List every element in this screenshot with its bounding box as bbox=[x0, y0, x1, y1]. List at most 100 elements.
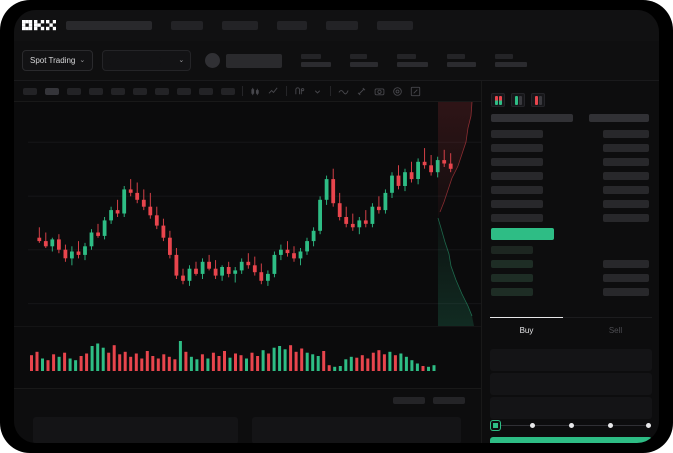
orderbook-header-price bbox=[491, 114, 573, 122]
nav-item-3[interactable] bbox=[277, 21, 307, 30]
orderbook-ask-row[interactable] bbox=[491, 172, 543, 180]
nav-item-1[interactable] bbox=[171, 21, 203, 30]
orderbook-ask-amount bbox=[603, 158, 649, 166]
orderbook-divider bbox=[490, 317, 652, 318]
tab-buy[interactable]: Buy bbox=[482, 317, 571, 342]
timeframe-button-10[interactable] bbox=[221, 87, 235, 95]
orderbook-and-order-form: Buy Sell bbox=[481, 81, 659, 443]
timeframe-button-1[interactable] bbox=[23, 87, 37, 95]
orderbook-mode-both[interactable] bbox=[491, 93, 505, 107]
timeframe-button-6[interactable] bbox=[133, 87, 147, 95]
market-stat-1-value bbox=[301, 62, 332, 67]
market-stat-3-label bbox=[397, 54, 417, 59]
total-field[interactable] bbox=[490, 397, 652, 419]
market-stat-2-label bbox=[350, 54, 368, 59]
bottom-panel-actions bbox=[393, 397, 465, 404]
market-stat-5-value bbox=[495, 62, 528, 67]
amount-field[interactable] bbox=[490, 373, 652, 395]
orderbook-ask-row[interactable] bbox=[491, 130, 543, 138]
volume-series bbox=[30, 341, 436, 371]
settings-gear-icon[interactable] bbox=[392, 86, 403, 97]
bottom-card-right[interactable] bbox=[252, 417, 461, 443]
coin-avatar bbox=[205, 53, 221, 68]
chevron-down-icon[interactable] bbox=[312, 86, 323, 97]
orderbook-ask-amount bbox=[603, 214, 649, 222]
orderbook-bid-row[interactable] bbox=[491, 260, 533, 268]
orderbook-ask-amount bbox=[603, 144, 649, 152]
slider-stop-50[interactable] bbox=[569, 423, 574, 428]
last-price-display bbox=[226, 53, 283, 68]
orderbook-ask-row[interactable] bbox=[491, 186, 543, 194]
amount-percent-slider[interactable] bbox=[491, 421, 651, 431]
orderbook-ask-row[interactable] bbox=[491, 144, 543, 152]
market-stat-1-label bbox=[301, 54, 322, 59]
market-stat-3-value bbox=[397, 62, 429, 67]
orderbook-header-amount bbox=[589, 114, 649, 122]
trading-pair-select[interactable]: ⌄ bbox=[102, 50, 192, 71]
orderbook-mode-bids[interactable] bbox=[511, 93, 525, 107]
orderbook-ask-amount bbox=[603, 200, 649, 208]
tab-sell[interactable]: Sell bbox=[608, 325, 623, 335]
nav-item-2[interactable] bbox=[222, 21, 258, 30]
orderbook-bid-amount bbox=[603, 274, 649, 282]
orderbook-bid-row[interactable] bbox=[491, 288, 533, 296]
chart-toolbar bbox=[14, 81, 481, 102]
bottom-card-left[interactable] bbox=[33, 417, 238, 443]
market-stat-4-label bbox=[447, 54, 466, 59]
timeframe-button-5[interactable] bbox=[111, 87, 125, 95]
slider-stop-75[interactable] bbox=[608, 423, 613, 428]
timeframe-button-7[interactable] bbox=[155, 87, 169, 95]
orderbook-bid-row[interactable] bbox=[491, 274, 533, 282]
orderbook-bid-row[interactable] bbox=[491, 246, 533, 254]
volume-chart[interactable] bbox=[14, 326, 481, 388]
slider-stop-25[interactable] bbox=[530, 423, 535, 428]
orderbook-ask-amount bbox=[603, 186, 649, 194]
candlestick-chart-icon[interactable] bbox=[250, 86, 261, 97]
trading-mode-select[interactable]: Spot Trading ⌄ bbox=[22, 50, 94, 71]
price-field[interactable] bbox=[490, 349, 652, 371]
submit-buy-button[interactable] bbox=[490, 437, 652, 443]
trend-line-icon[interactable] bbox=[338, 86, 349, 97]
orderbook-ask-row[interactable] bbox=[491, 200, 543, 208]
timeframe-button-3[interactable] bbox=[67, 87, 81, 95]
toolbar-divider bbox=[330, 86, 331, 96]
market-stat-5 bbox=[495, 54, 528, 67]
chevron-down-icon: ⌄ bbox=[178, 57, 185, 64]
orderbook-ask-amount bbox=[603, 172, 649, 180]
orderbook-bid-amount bbox=[603, 288, 649, 296]
timeframe-button-8[interactable] bbox=[177, 87, 191, 95]
timeframe-button-2[interactable] bbox=[45, 87, 59, 95]
trading-pair-value bbox=[109, 56, 162, 65]
slider-handle[interactable] bbox=[491, 421, 500, 430]
market-stat-3 bbox=[397, 54, 429, 67]
orderbook-mode-asks[interactable] bbox=[531, 93, 545, 107]
timeframe-button-9[interactable] bbox=[199, 87, 213, 95]
magnet-icon[interactable] bbox=[356, 86, 367, 97]
indicator-icon[interactable] bbox=[294, 86, 305, 97]
market-stat-1 bbox=[301, 54, 332, 67]
slider-stop-100[interactable] bbox=[646, 423, 651, 428]
bottom-action-1[interactable] bbox=[393, 397, 425, 404]
market-stat-2-value bbox=[350, 62, 379, 67]
camera-icon[interactable] bbox=[374, 86, 385, 97]
market-stat-4 bbox=[447, 54, 477, 67]
market-stat-5-label bbox=[495, 54, 514, 59]
orderbook-ask-amount bbox=[603, 130, 649, 138]
timeframe-button-4[interactable] bbox=[89, 87, 103, 95]
market-header-bar: Spot Trading ⌄ ⌄ bbox=[14, 41, 659, 81]
top-navigation-bar: OKX bbox=[14, 10, 659, 41]
nav-brand-bar[interactable] bbox=[66, 21, 152, 30]
orderbook-last-price bbox=[491, 228, 554, 240]
bottom-action-2[interactable] bbox=[433, 397, 465, 404]
price-chart[interactable] bbox=[14, 102, 481, 326]
orderbook-ask-row[interactable] bbox=[491, 158, 543, 166]
nav-item-4[interactable] bbox=[326, 21, 358, 30]
nav-item-5[interactable] bbox=[377, 21, 413, 30]
line-chart-icon[interactable] bbox=[268, 86, 279, 97]
orderbook-list[interactable] bbox=[482, 114, 659, 316]
okx-logo[interactable]: OKX bbox=[22, 20, 56, 31]
fullscreen-icon[interactable] bbox=[410, 86, 421, 97]
orderbook-ask-row[interactable] bbox=[491, 214, 543, 222]
bottom-panel-tabs bbox=[14, 389, 481, 412]
